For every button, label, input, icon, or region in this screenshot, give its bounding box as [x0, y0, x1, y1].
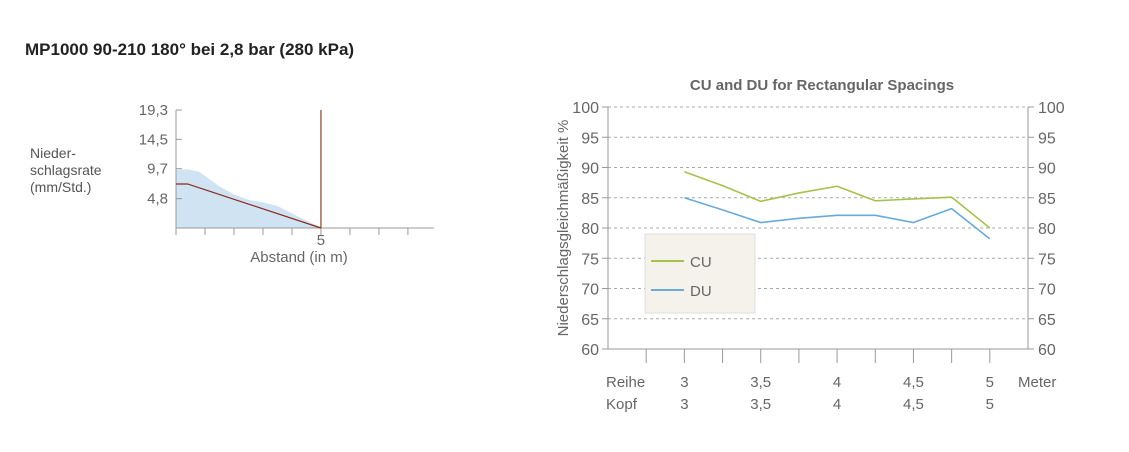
- y-tick-label-left: 90: [581, 161, 599, 178]
- y-tick-label-left: 60: [581, 342, 599, 359]
- y-tick-label-left: 100: [572, 100, 599, 117]
- measured-precipitation-area: [176, 169, 321, 228]
- y-tick-label-right: 60: [1038, 342, 1056, 359]
- y-tick-label-right: 90: [1038, 161, 1056, 178]
- ylabel-line-3: (mm/Std.): [30, 179, 92, 195]
- chart-title: CU and DU for Rectangular Spacings: [690, 77, 954, 94]
- y-tick-label-right: 70: [1038, 282, 1056, 299]
- x-unit-label: Meter: [1018, 374, 1056, 391]
- y-tick-label-right: 100: [1038, 100, 1065, 117]
- reihe-value: 4,5: [903, 374, 924, 391]
- kopf-value: 3,5: [750, 396, 771, 413]
- precipitation-profile-line: [176, 183, 322, 229]
- y-tick-label-left: 70: [581, 282, 599, 299]
- legend-label-du: DU: [690, 283, 712, 300]
- kopf-value: 5: [986, 396, 994, 413]
- y-tick-label-left: 80: [581, 221, 599, 238]
- kopf-value: 4: [833, 396, 841, 413]
- page-title: MP1000 90-210 180° bei 2,8 bar (280 kPa): [25, 40, 355, 59]
- y-axis-title: Niederschlagsgleichmäßigkeit %: [555, 120, 572, 337]
- y-tick-label-left: 65: [581, 312, 599, 329]
- ylabel-line-1: Nieder-: [30, 145, 76, 161]
- row-label-reihe: Reihe: [606, 374, 645, 391]
- y-tick-label: 4,8: [147, 191, 168, 208]
- y-tick-label-right: 85: [1038, 191, 1056, 208]
- precipitation-rate-label: Nieder- schlagsrate (mm/Std.): [30, 145, 122, 196]
- y-tick-label-right: 95: [1038, 130, 1056, 147]
- y-tick-label-right: 65: [1038, 312, 1056, 329]
- y-tick-label-right: 75: [1038, 251, 1056, 268]
- ylabel-line-2: schlagsrate: [30, 162, 102, 178]
- x-tick-label: 5: [317, 232, 325, 249]
- reihe-value: 3: [680, 374, 688, 391]
- legend-label-cu: CU: [690, 254, 712, 271]
- reihe-value: 4: [833, 374, 841, 391]
- y-tick-label-right: 80: [1038, 221, 1056, 238]
- kopf-value: 3: [680, 396, 688, 413]
- y-tick-label: 14,5: [139, 131, 168, 148]
- y-tick-label: 9,7: [147, 161, 168, 178]
- reihe-value: 5: [986, 374, 994, 391]
- y-tick-label: 19,3: [139, 102, 168, 119]
- series-line-du: [684, 196, 991, 240]
- y-tick-label-left: 75: [581, 251, 599, 268]
- legend: CU DU: [644, 233, 756, 314]
- legend-box: [644, 233, 756, 314]
- row-label-kopf: Kopf: [606, 396, 638, 413]
- series-line-cu: [684, 170, 991, 229]
- x-axis-title: Abstand (in m): [250, 249, 348, 266]
- reihe-value: 3,5: [750, 374, 771, 391]
- y-tick-label-left: 85: [581, 191, 599, 208]
- y-tick-label-left: 95: [581, 130, 599, 147]
- kopf-value: 4,5: [903, 396, 924, 413]
